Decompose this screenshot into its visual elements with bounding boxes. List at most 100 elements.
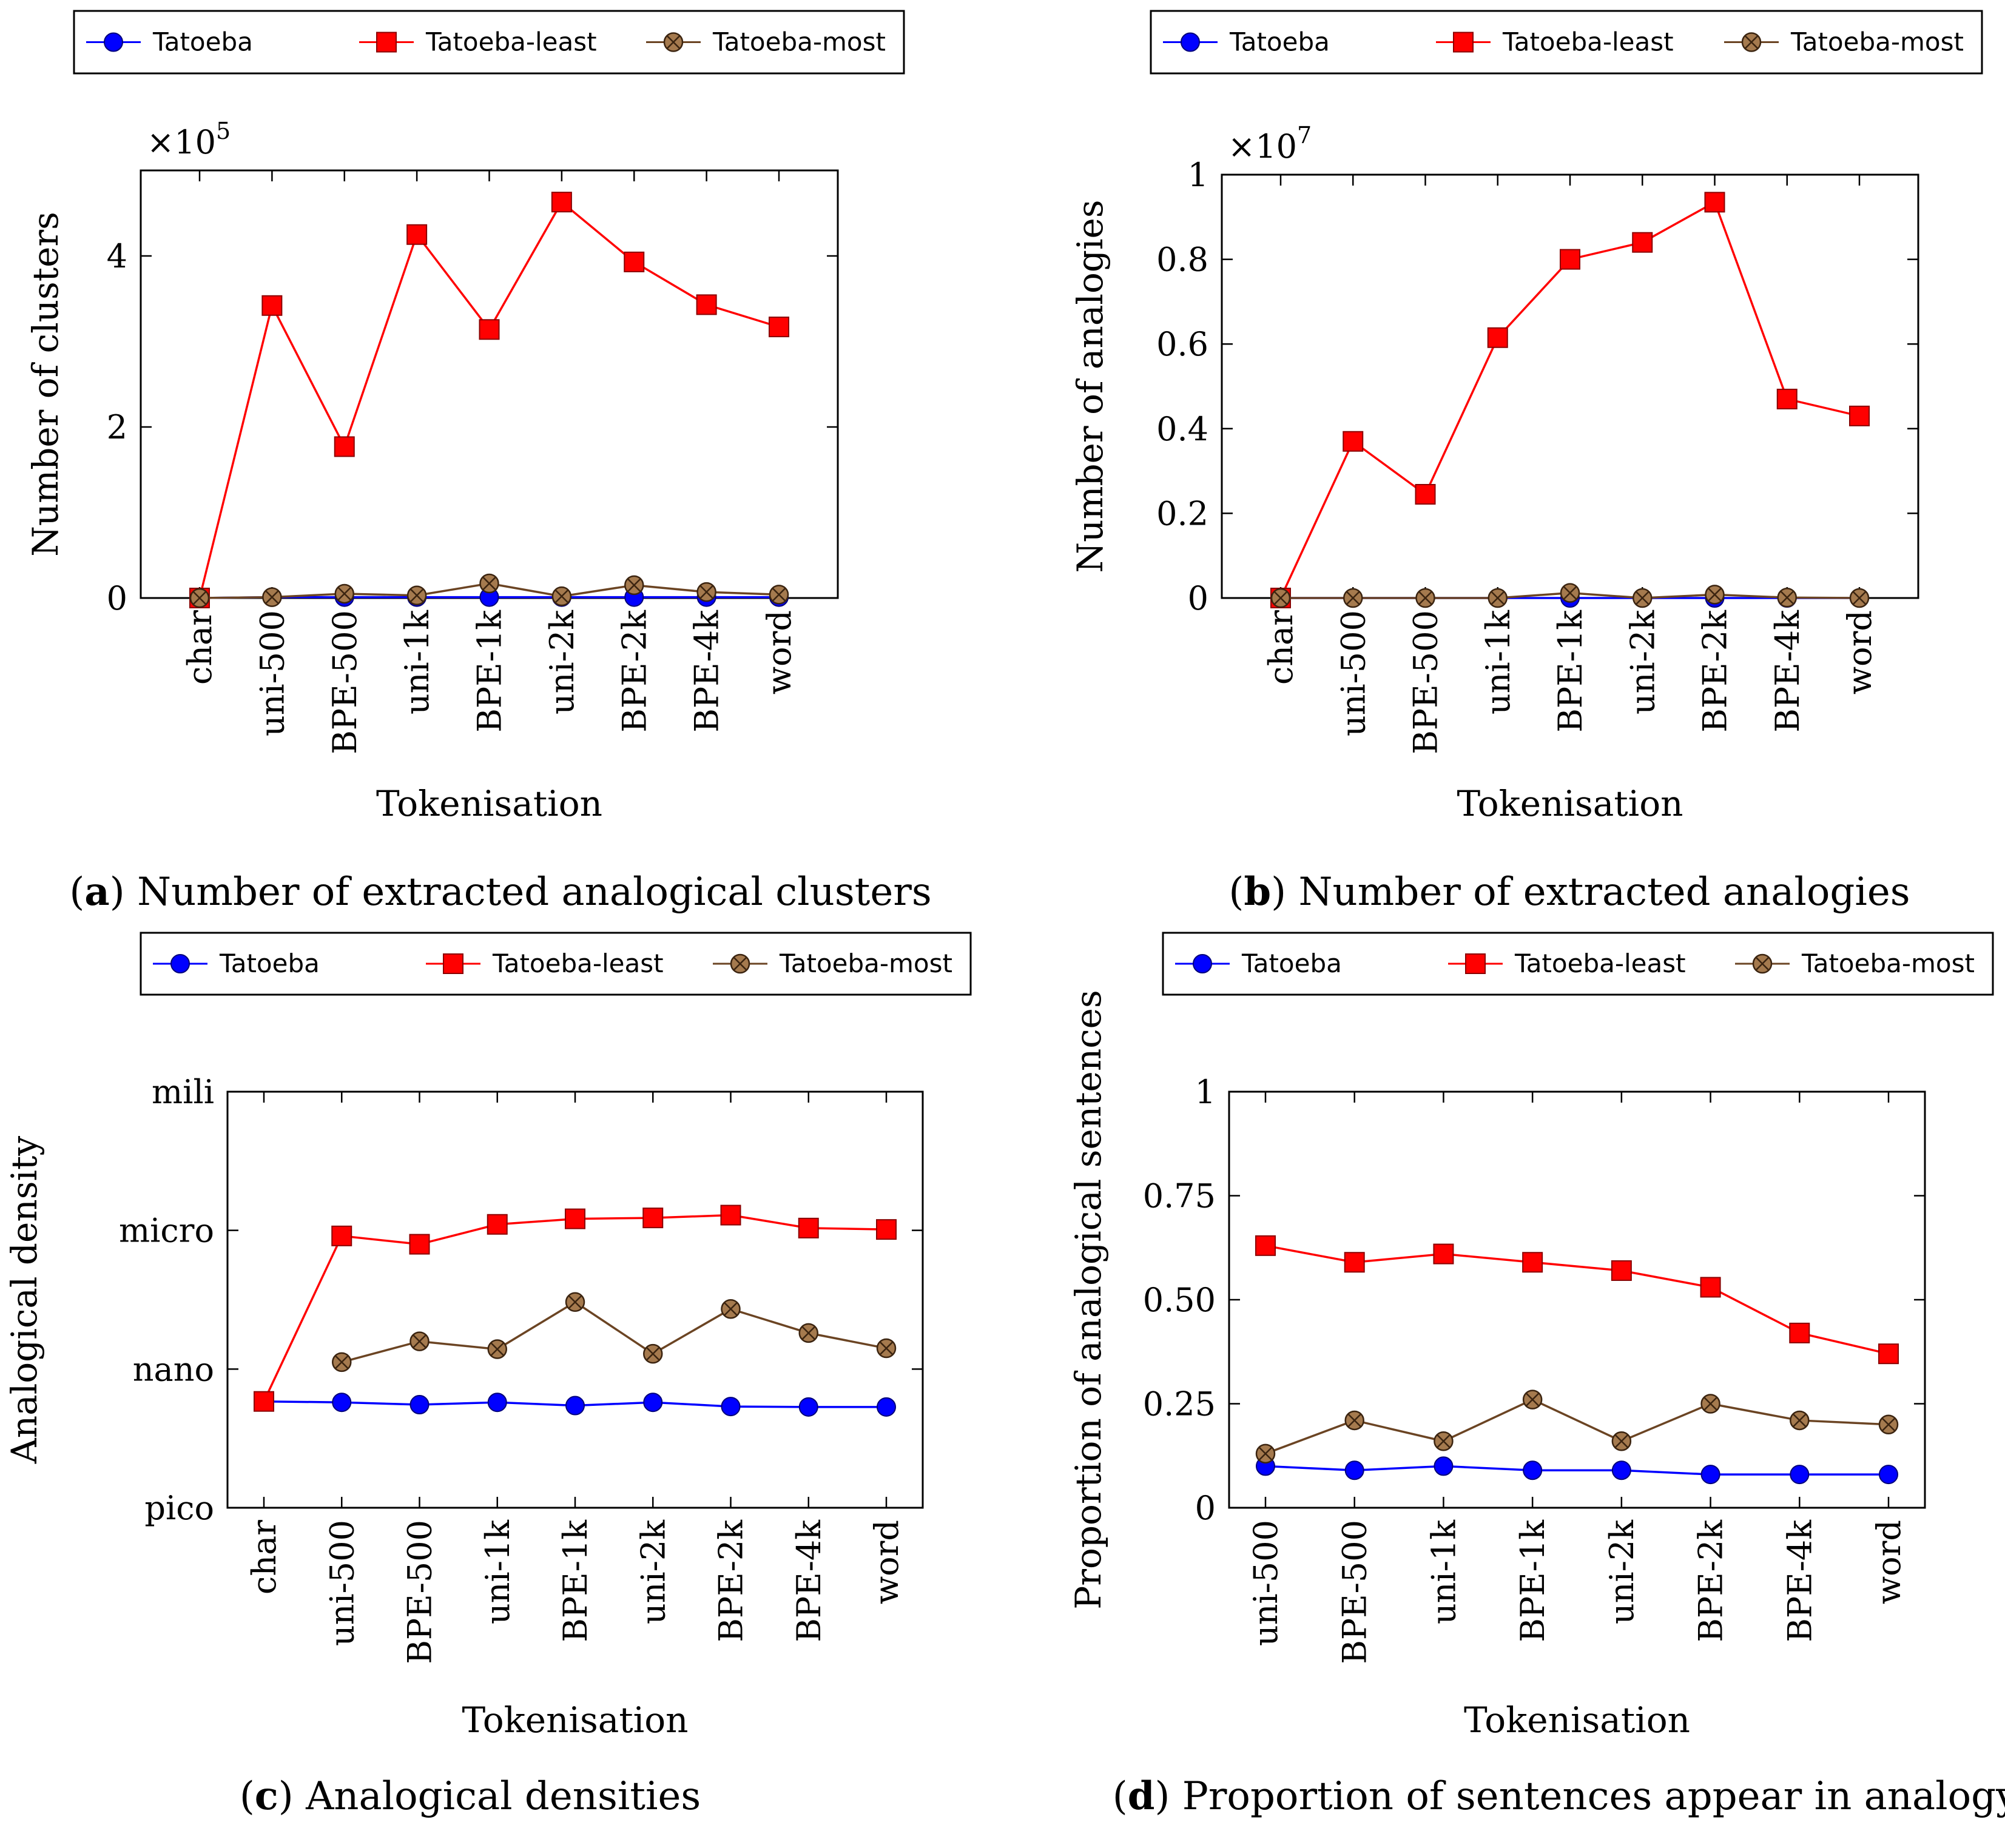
axes-frame	[140, 169, 839, 599]
data-point-tatoeba-least-uni-2k	[551, 192, 572, 213]
axes-frame	[1228, 1090, 1926, 1509]
legend-d: Tatoeba Tatoeba-least Tatoeba-most	[1162, 932, 1994, 996]
legend-label-tatoeba-least: Tatoeba-least	[1502, 27, 1674, 57]
x-axis-title: Tokenisation	[1464, 1699, 1690, 1741]
chart-panel-d: Tatoeba Tatoeba-least Tatoeba-most 0 0.25 0.5…	[1002, 922, 2005, 1846]
data-point-tatoeba-uni-1k	[487, 1393, 507, 1413]
legend-marker-tatoeba-most	[663, 32, 684, 52]
y-tick-label: 1	[1188, 156, 1208, 194]
data-point-tatoeba-uni-1k	[1434, 1456, 1454, 1476]
data-point-tatoeba-most-bpe-4k-cross-2	[1780, 590, 1794, 605]
data-point-tatoeba-bpe-2k	[1700, 1465, 1720, 1485]
x-tick-label-bpe-4k: BPE-4k	[688, 610, 726, 733]
y-axis-title: Number of clusters	[25, 212, 66, 557]
data-point-tatoeba-least-bpe-1k	[479, 319, 500, 340]
data-point-tatoeba-least-bpe-4k	[1789, 1322, 1810, 1343]
y-tick-label: 0.75	[1143, 1177, 1216, 1215]
data-point-tatoeba-least-bpe-500	[1344, 1252, 1365, 1273]
caption-b: (b) Number of extracted analogies	[1228, 869, 1910, 915]
data-point-tatoeba-most-bpe-2k	[1700, 1394, 1720, 1414]
data-point-tatoeba-most-bpe-4k	[696, 582, 716, 602]
legend-marker-tatoeba-least	[1453, 32, 1474, 53]
y-tick-label: 0	[1195, 1489, 1216, 1527]
series-line-tatoeba-least	[1265, 1245, 1889, 1355]
series-tatoeba-least	[1255, 1235, 1899, 1365]
series-tatoeba-least	[1270, 192, 1870, 608]
data-point-tatoeba-most-uni-500-cross-2	[1258, 1446, 1273, 1461]
data-point-tatoeba-least-bpe-4k	[1776, 388, 1798, 409]
series-tatoeba	[1256, 1456, 1898, 1485]
y-tick-label: 0.4	[1156, 410, 1208, 448]
legend-marker-tatoeba-most-cross-2	[733, 956, 747, 971]
chart-c-svg: Tatoeba Tatoeba-least Tatoeba-most pico nano…	[4, 932, 972, 1819]
data-point-tatoeba-most-uni-2k-cross-2	[645, 1346, 660, 1361]
x-tick-label-bpe-500: BPE-500	[401, 1520, 439, 1664]
data-point-tatoeba-most-uni-2k	[643, 1343, 663, 1364]
series-tatoeba	[254, 1391, 896, 1417]
x-tick-label-bpe-2k: BPE-2k	[712, 1519, 750, 1642]
series-tatoeba-most	[189, 573, 789, 608]
legend-box	[1162, 932, 1994, 996]
legend-box	[73, 10, 905, 75]
plot-area-b: 0 0.2 0.4 0.6 0.8 1 char uni-500 BPE-500 uni-1k BP…	[1070, 122, 1919, 824]
chart-panel-b: Tatoeba Tatoeba-least Tatoeba-most 0 0.2 0.4 0…	[1002, 0, 2005, 922]
data-point-tatoeba-least-bpe-4k	[798, 1217, 819, 1238]
chart-d-svg: Tatoeba Tatoeba-least Tatoeba-most 0 0.25 0.5…	[1068, 932, 2005, 1819]
data-point-tatoeba-least-uni-2k	[1611, 1260, 1632, 1281]
data-point-tatoeba-most-bpe-1k	[1560, 583, 1580, 603]
legend-marker-tatoeba-most-cross-2	[1744, 35, 1759, 49]
x-axis-title: Tokenisation	[1457, 783, 1683, 824]
y-tick-label: 1	[1195, 1073, 1216, 1111]
data-point-tatoeba-least-word	[769, 317, 789, 338]
y-tick-label: 0.50	[1143, 1281, 1216, 1319]
data-point-tatoeba-most-char	[1270, 588, 1291, 608]
x-tick-label-uni-1k: uni-1k	[398, 610, 436, 714]
data-point-tatoeba-most-bpe-4k-cross-2	[699, 585, 714, 599]
data-point-tatoeba-most-bpe-1k-cross-2	[1525, 1393, 1540, 1407]
data-point-tatoeba-least-word	[876, 1219, 897, 1240]
data-point-tatoeba-bpe-500	[1344, 1460, 1364, 1480]
data-point-tatoeba-bpe-2k	[721, 1397, 741, 1417]
data-point-tatoeba-most-word	[1849, 588, 1870, 608]
data-point-tatoeba-least-uni-1k	[406, 224, 428, 245]
x-tick-label-uni-2k: uni-2k	[634, 1519, 672, 1624]
data-point-tatoeba-most-bpe-4k	[1790, 1410, 1810, 1431]
data-point-tatoeba-most-word	[876, 1338, 897, 1359]
plot-area-a: 0 2 4 char uni-500 BPE-500 uni-1k BPE-1k uni-2k B…	[25, 118, 839, 824]
legend-label-tatoeba: Tatoeba	[152, 27, 253, 57]
data-point-tatoeba-most-uni-1k	[1434, 1431, 1454, 1451]
data-point-tatoeba-word	[1879, 1465, 1898, 1485]
legend-marker-tatoeba-least	[376, 32, 397, 53]
data-point-tatoeba-least-bpe-2k	[624, 251, 645, 272]
data-point-tatoeba-least-bpe-500	[409, 1234, 430, 1255]
data-point-tatoeba-least-uni-1k	[1433, 1243, 1454, 1265]
legend-label-tatoeba: Tatoeba	[1241, 949, 1342, 978]
data-point-tatoeba-most-word	[769, 585, 789, 605]
data-point-tatoeba-most-char	[189, 588, 210, 608]
data-point-tatoeba-bpe-1k	[1523, 1460, 1543, 1480]
data-point-tatoeba-most-uni-2k-cross-2	[1635, 591, 1649, 605]
data-point-tatoeba-least-uni-2k	[642, 1208, 664, 1229]
data-point-tatoeba-uni-2k	[643, 1393, 663, 1413]
x-tick-label-uni-1k: uni-1k	[1479, 610, 1517, 714]
data-point-tatoeba-most-bpe-500-cross-2	[337, 586, 352, 601]
chart-b-svg: Tatoeba Tatoeba-least Tatoeba-most00.20.40…	[1070, 10, 1983, 915]
legend-marker-tatoeba	[1181, 32, 1200, 52]
data-point-tatoeba-most-bpe-1k	[1522, 1389, 1543, 1410]
data-point-tatoeba-least-bpe-4k	[696, 294, 717, 315]
data-point-tatoeba-least-bpe-2k	[1704, 192, 1725, 213]
data-point-tatoeba-most-bpe-1k-cross-2	[568, 1295, 582, 1309]
data-point-tatoeba-most-uni-2k	[1611, 1431, 1632, 1451]
data-point-tatoeba-least-bpe-500	[1415, 483, 1436, 505]
data-point-tatoeba-least-bpe-1k	[1522, 1252, 1543, 1273]
x-tick-label-bpe-4k: BPE-4k	[790, 1519, 828, 1642]
data-point-tatoeba-uni-500	[332, 1393, 352, 1413]
series-tatoeba-least	[189, 192, 789, 608]
data-point-tatoeba-most-bpe-2k	[721, 1299, 741, 1319]
chart-panel-c: Tatoeba Tatoeba-least Tatoeba-most pico nano…	[0, 922, 1002, 1846]
data-point-tatoeba-most-bpe-2k-cross-2	[1708, 587, 1722, 602]
series-tatoeba-least	[254, 1205, 897, 1412]
x-tick-label-word: word	[1841, 610, 1879, 694]
data-point-tatoeba-least-uni-1k	[1487, 327, 1508, 348]
